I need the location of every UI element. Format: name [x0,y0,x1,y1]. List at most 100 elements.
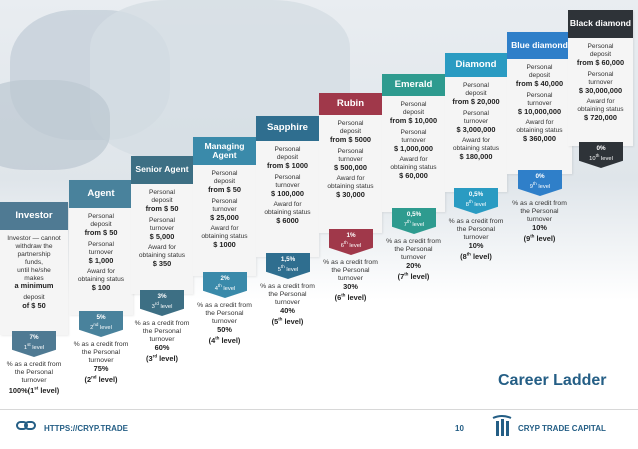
detail-deposit: from $ 40,000 [507,79,572,89]
badge-percent: 0% [535,173,545,180]
credit-text: the Personal [14,369,54,377]
detail-deposit-value: from $ 5000 [329,134,372,144]
badge-percent: 7% [29,334,39,341]
level-details: Personal deposit from $ 10,000 Personal turn… [382,101,445,181]
credit-text: turnover [338,275,363,283]
footer-url[interactable]: HTTPS://CRYP.TRADE [44,424,129,433]
detail-text: Personal [526,64,553,71]
badge-percent: 2% [220,275,230,282]
detail-text: turnover [212,205,237,213]
level-badge: 2% 4th level [203,272,247,298]
detail-text: Personal [211,170,238,177]
level-header: Rubin [319,93,382,115]
level-details: Personal deposit from $ 50 Personal turnover… [131,189,193,269]
detail-text: Award for [336,175,365,183]
credit-text: turnover [527,216,552,224]
credit-percent: 10% [468,241,484,251]
detail-text: Award for [586,98,615,106]
detail-award-value: $ 30,000 [336,190,365,200]
credit-percent: 60% [154,343,170,353]
detail-award: $ 360,000 [507,134,572,144]
detail-text: until he/she [17,266,51,274]
detail-turnover-value: $ 100,000 [271,188,304,198]
detail-text: funds, [25,258,43,266]
detail-turnover-value: $ 1,000 [88,255,114,265]
detail-turnover: $ 3,000,000 [445,125,507,135]
credit-text: % as a credit from [260,283,315,290]
detail-award: $ 6000 [256,216,319,226]
detail-turnover: $ 5,000 [131,232,193,242]
level-column-3: Senior Agent Personal deposit from $ 50 Pers… [131,156,193,294]
detail-deposit: a minimum [0,281,68,291]
level-header: Blue diamond [507,32,572,59]
detail-text: obtaining status [577,106,624,114]
credit-level: (4th level) [208,335,241,346]
badge-level: 6th level [340,240,362,250]
level-credit: % as a credit from the Personal turnover 10… [503,200,576,244]
badge-level: 3rd level [151,301,173,311]
badge-level: 5th level [277,264,299,274]
badge-level: 4th level [214,283,236,293]
detail-deposit-value: a minimum [14,281,54,291]
credit-level: (9th level) [523,233,556,244]
detail-text: Personal [211,197,238,205]
credit-text: turnover [212,318,237,326]
detail-deposit-value: from $ 50 [84,227,118,237]
detail-text: Award for [147,244,177,252]
level-column-4: Managing Agent Personal deposit from $ 50 Pe… [193,137,256,276]
detail-text: Personal [587,70,614,78]
level-credit: % as a credit from the Personal turnover 60… [127,320,197,364]
detail-award-value: $ 6000 [276,216,299,226]
detail-text: Personal [526,91,553,99]
credit-percent: 40% [280,306,295,316]
detail-text: deposit [528,71,551,79]
detail-deposit-value: from $ 50 [145,203,179,213]
level-details: Personal deposit from $ 5000 Personal turnov… [319,120,382,200]
badge-percent: 1,5% [280,256,296,263]
credit-level: (5th level) [271,316,304,327]
detail-text: obtaining status [452,145,500,153]
detail-text: Award for [399,156,428,164]
detail-text: Personal [148,189,176,196]
badge-percent: 1% [346,232,356,239]
level-credit: % as a credit from the Personal turnover 50… [189,302,260,346]
detail-text: Personal [400,128,427,136]
level-header: Sapphire [256,116,319,141]
credit-percent: 75% [93,364,109,374]
level-column-8: Diamond Personal deposit from $ 20,000 Perso… [445,53,507,192]
detail-award-value: $ 100 [91,283,111,293]
footer-brand: CRYP TRADE CAPITAL [518,424,606,433]
detail-text: makes [24,274,44,282]
credit-percent: 20% [406,261,421,271]
credit-percent: 50% [217,325,232,335]
credit-text: % as a credit from [448,218,504,225]
detail-award: $ 350 [131,259,193,269]
detail-text: turnover [338,155,363,163]
detail-text: deposit [151,196,173,204]
level-badge: 0,5% 7th level [392,208,436,234]
level-column-7: Emerald Personal deposit from $ 10,000 Perso… [382,74,445,212]
credit-text: % as a credit from [73,341,129,348]
detail-award-value: $ 350 [152,259,172,269]
level-credit: % as a credit from the Personal turnover 30… [315,259,386,303]
detail-text: Personal [148,216,176,224]
detail-turnover-value: $ 25,000 [210,212,239,222]
detail-text: deposit [276,153,299,161]
link-icon [16,421,36,430]
detail-turnover: $ 1,000,000 [382,144,445,154]
level-credit: % as a credit from the Personal turnover 20… [378,238,449,282]
level-column-10: Black diamond Personal deposit from $ 60,00… [568,10,633,146]
detail-text: deposit [402,108,425,116]
detail-deposit: from $ 20,000 [445,96,507,107]
detail-deposit: from $ 50 [131,203,193,214]
credit-text: turnover [275,299,300,307]
detail-text: Investor — cannot [7,235,61,242]
detail-award: $ 720,000 [568,113,633,123]
detail-text: turnover [275,181,300,189]
detail-deposit-value: from $ 1000 [266,160,309,170]
credit-text: the Personal [456,226,496,234]
detail-deposit-value: from $ 20,000 [452,96,500,106]
detail-deposit: from $ 1000 [256,160,319,171]
level-details: Personal deposit from $ 60,000 Personal turn… [568,43,633,123]
detail-text: Award for [525,119,554,127]
